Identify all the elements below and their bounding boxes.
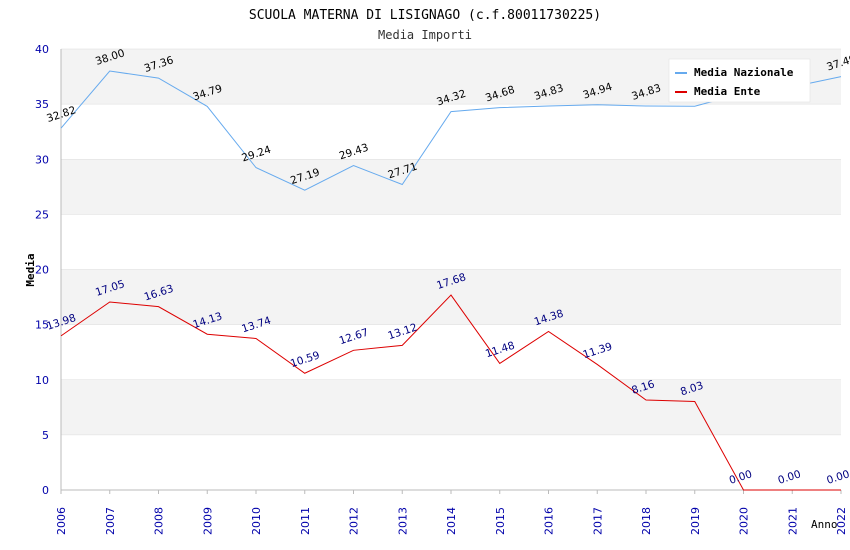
x-tick-label: 2009 (201, 507, 214, 535)
x-tick-label: 2006 (55, 507, 68, 535)
x-tick-label: 2010 (250, 507, 263, 535)
x-tick-label: 2007 (104, 507, 117, 535)
y-tick-label: 5 (42, 429, 49, 442)
data-label: 0.00 (776, 468, 802, 487)
data-label: 12.67 (338, 326, 370, 347)
series-line-media-ente (60, 294, 841, 491)
y-tick-label: 25 (35, 208, 49, 221)
x-tick-label: 2017 (591, 507, 604, 535)
legend-box (668, 58, 811, 103)
y-axis-ticks: 0 5 10 15 20 25 30 35 40 (35, 43, 49, 497)
x-tick-label: 2020 (738, 507, 751, 535)
background-bands (60, 48, 841, 491)
y-tick-label: 0 (42, 484, 49, 497)
x-tick-label: 2011 (299, 507, 312, 535)
y-tick-label: 10 (35, 374, 49, 387)
x-axis-label: Anno (811, 518, 838, 531)
legend-label-media-nazionale: Media Nazionale (694, 66, 794, 79)
y-tick-label: 40 (35, 43, 49, 56)
x-tick-label: 2013 (396, 507, 409, 535)
grid-band (61, 379, 841, 435)
data-label: 11.39 (581, 341, 613, 362)
data-label: 0.00 (825, 468, 850, 487)
y-tick-label: 35 (35, 98, 49, 111)
legend-label-media-ente: Media Ente (694, 85, 761, 98)
x-tick-label: 2012 (348, 507, 361, 535)
x-tick-label: 2015 (494, 507, 507, 535)
y-tick-label: 15 (35, 319, 49, 332)
x-tick-label: 2018 (640, 507, 653, 535)
grid-band (61, 159, 841, 215)
chart-title: SCUOLA MATERNA DI LISIGNAGO (c.f.8001173… (249, 8, 601, 23)
grid-band (61, 269, 841, 325)
x-tick-label: 2019 (689, 507, 702, 535)
chart-subtitle: Media Importi (378, 28, 472, 42)
y-tick-label: 30 (35, 153, 49, 166)
data-label: 11.48 (484, 340, 516, 361)
y-axis-label: Media (24, 253, 37, 286)
x-axis-ticks: 2006 2007 2008 2009 2010 2011 2012 2013 2014 2015… (55, 490, 848, 535)
x-tick-label: 2014 (445, 507, 458, 535)
data-label: 10.59 (289, 349, 321, 370)
x-tick-label: 2016 (543, 507, 556, 535)
x-tick-label: 2008 (153, 507, 166, 535)
legend: Media Nazionale Media Ente (668, 58, 811, 103)
x-tick-label: 2021 (786, 507, 799, 535)
x-tick-label: 2022 (835, 507, 848, 535)
y-tick-label: 20 (35, 264, 49, 277)
